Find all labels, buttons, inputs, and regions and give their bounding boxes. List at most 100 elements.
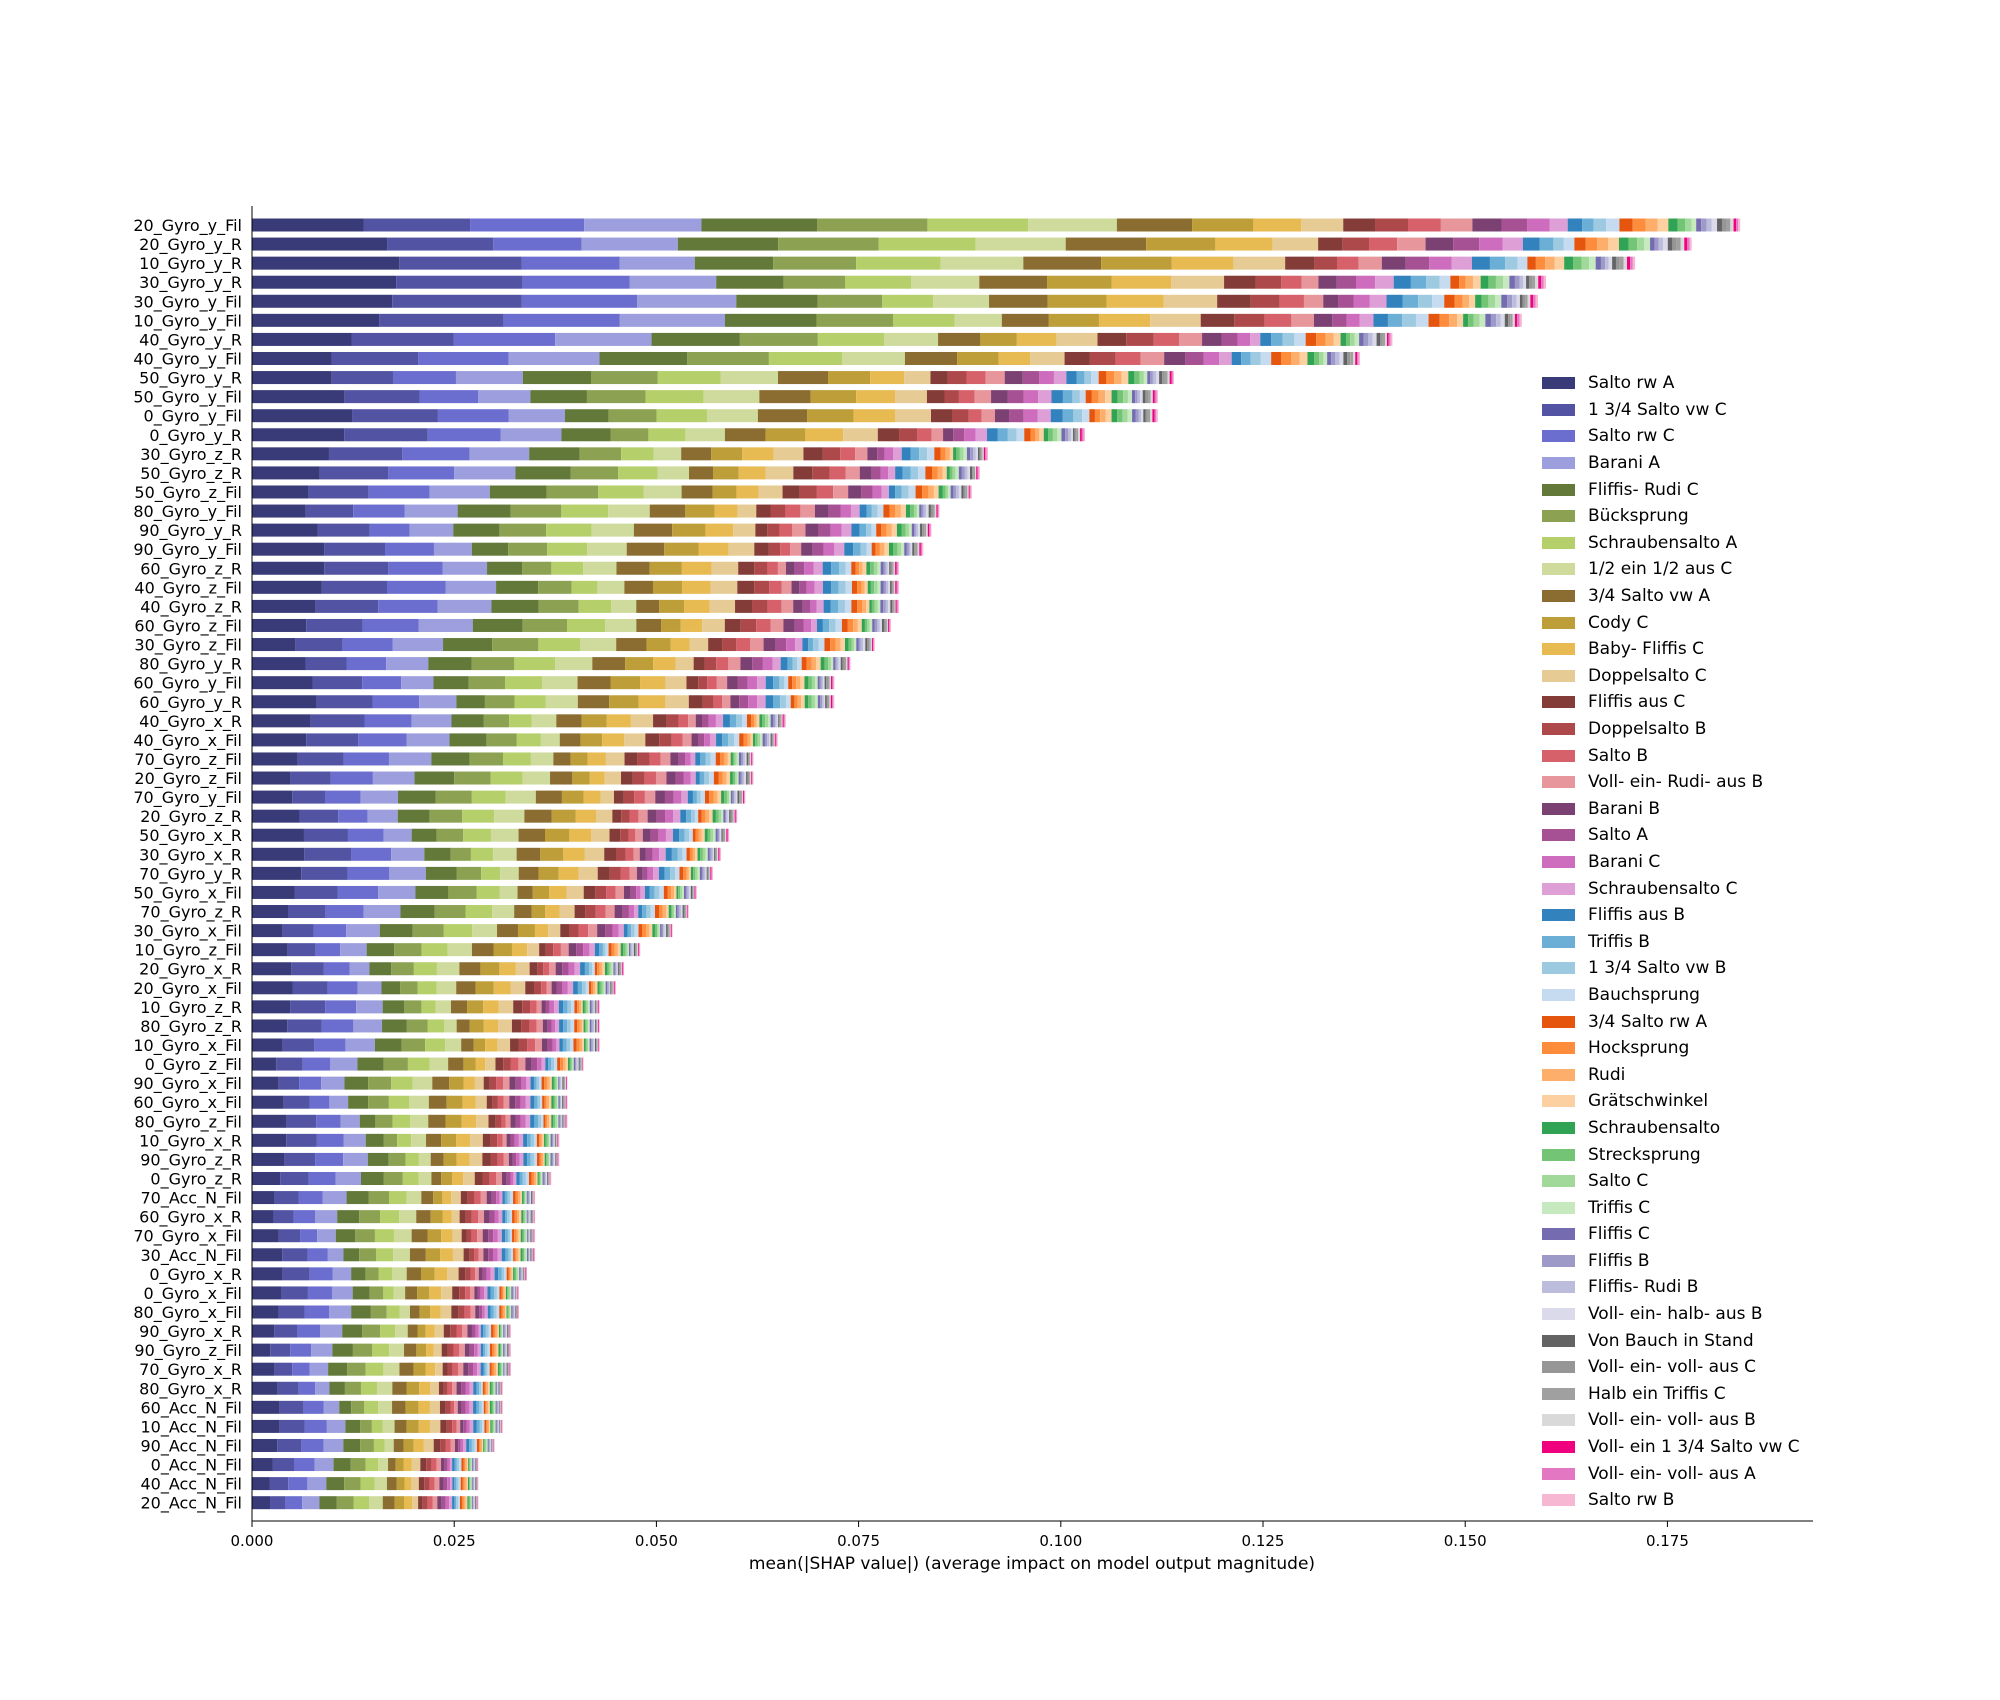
bar-segment xyxy=(538,1114,542,1128)
bar-segment xyxy=(392,1400,406,1414)
bar-segment xyxy=(1343,218,1376,232)
bar-segment xyxy=(623,962,625,976)
bar-segment xyxy=(1106,294,1164,308)
bar-segment xyxy=(895,580,897,594)
bar-segment xyxy=(467,1496,469,1510)
bar-segment xyxy=(621,809,630,823)
bar-segment xyxy=(1231,351,1242,365)
bar-segment xyxy=(502,1076,510,1090)
legend-item: Voll- ein- Rudi- aus B xyxy=(1542,769,1982,796)
bar-segment xyxy=(495,1381,497,1395)
bar-segment xyxy=(911,523,915,537)
bar-segment xyxy=(447,943,472,957)
y-tick-label: 0_Gyro_x_Fil xyxy=(144,1284,242,1304)
bar-segment xyxy=(577,676,611,690)
bar-segment xyxy=(497,1229,502,1243)
bar-segment xyxy=(1564,256,1574,270)
bar-segment xyxy=(1527,256,1536,270)
legend-label: Triffis C xyxy=(1588,1197,1651,1218)
bar-segment xyxy=(1179,332,1203,346)
bar-segment xyxy=(1171,256,1234,270)
bar-segment xyxy=(504,1324,506,1338)
bar-segment xyxy=(594,1038,597,1052)
bar-segment xyxy=(621,962,623,976)
bar-segment xyxy=(767,523,780,537)
bar-segment xyxy=(608,409,657,423)
bar-segment xyxy=(652,847,660,861)
bar-segment xyxy=(570,1038,574,1052)
legend-swatch xyxy=(1542,882,1575,895)
bar-segment xyxy=(672,523,706,537)
bar-segment xyxy=(492,1248,498,1262)
bar-segment xyxy=(972,466,974,480)
bar-segment xyxy=(646,638,671,652)
bar-segment xyxy=(290,771,331,785)
bar-segment xyxy=(943,428,954,442)
bar-segment xyxy=(830,657,834,671)
bar-segment xyxy=(547,1038,553,1052)
bar-segment xyxy=(897,580,900,594)
legend-label: Voll- ein- voll- aus B xyxy=(1588,1410,1756,1431)
bar-segment xyxy=(953,485,957,499)
bar-segment xyxy=(1619,218,1633,232)
bar-segment xyxy=(768,714,771,728)
bar-segment xyxy=(388,752,432,766)
bar-segment xyxy=(953,447,957,461)
bar-segment xyxy=(877,447,885,461)
bar-segment xyxy=(411,1133,427,1147)
bar-segment xyxy=(443,1152,457,1166)
bar-segment xyxy=(715,752,721,766)
bar-segment xyxy=(496,580,539,594)
bar-segment xyxy=(638,905,643,919)
bar-segment xyxy=(454,1400,458,1414)
bar-segment xyxy=(690,866,694,880)
bar-segment xyxy=(592,1038,594,1052)
bar-segment xyxy=(882,294,934,308)
bar-segment xyxy=(597,1000,599,1014)
bar-segment xyxy=(952,409,969,423)
bar-segment xyxy=(483,1000,499,1014)
legend-label: Baby- Fliffis C xyxy=(1588,639,1704,660)
bar-segment xyxy=(857,618,862,632)
bar-segment xyxy=(831,676,833,690)
bar-segment xyxy=(478,1324,481,1338)
bar-segment xyxy=(497,1381,498,1395)
bar-segment xyxy=(891,523,897,537)
bar-segment xyxy=(475,1477,477,1491)
bar-segment xyxy=(736,294,818,308)
bar-segment xyxy=(620,828,629,842)
bar-segment xyxy=(967,466,971,480)
bar-segment xyxy=(883,504,890,518)
bar-segment xyxy=(476,1477,478,1491)
bar-segment xyxy=(508,1343,510,1357)
bar-segment xyxy=(343,1438,361,1452)
bar-segment xyxy=(487,1419,490,1433)
bar-segment xyxy=(538,1172,541,1185)
bar-segment xyxy=(625,657,654,671)
bar-segment xyxy=(609,981,611,995)
bar-segment xyxy=(487,1286,491,1300)
bar-segment xyxy=(638,924,643,938)
bar-segment xyxy=(597,866,610,880)
bar-segment xyxy=(1030,351,1065,365)
bar-segment xyxy=(505,1210,508,1224)
bar-segment xyxy=(580,1057,582,1071)
bar-segment xyxy=(732,809,734,823)
bar-segment xyxy=(533,1191,534,1205)
legend-swatch xyxy=(1542,935,1575,948)
bar-segment xyxy=(1428,313,1440,327)
bar-segment xyxy=(489,1172,497,1185)
bar-segment xyxy=(688,866,691,880)
bar-segment xyxy=(565,1057,568,1071)
bar-segment xyxy=(897,561,900,575)
bar-segment xyxy=(252,1191,275,1205)
bar-segment xyxy=(859,504,867,518)
bar-segment xyxy=(776,714,779,728)
bar-segment xyxy=(812,466,830,480)
bar-segment xyxy=(1323,351,1328,365)
bar-segment xyxy=(299,1076,322,1090)
bar-segment xyxy=(331,1286,353,1300)
bar-segment xyxy=(469,1477,471,1491)
bar-segment xyxy=(796,676,801,690)
bar-segment xyxy=(369,523,410,537)
